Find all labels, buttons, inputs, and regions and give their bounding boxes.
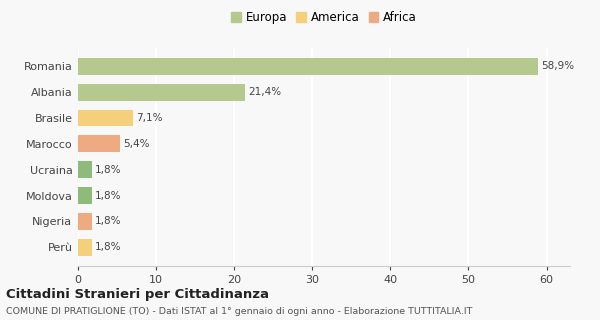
Text: 1,8%: 1,8% [95, 165, 122, 175]
Bar [78, 213, 92, 230]
Text: 5,4%: 5,4% [123, 139, 150, 149]
Legend: Europa, America, Africa: Europa, America, Africa [227, 6, 421, 28]
Bar [78, 239, 92, 256]
Text: 1,8%: 1,8% [95, 242, 122, 252]
Bar [78, 161, 92, 178]
Bar [78, 135, 120, 152]
Bar [78, 58, 538, 75]
Text: Cittadini Stranieri per Cittadinanza: Cittadini Stranieri per Cittadinanza [6, 288, 269, 301]
Text: 58,9%: 58,9% [541, 61, 574, 71]
Text: 21,4%: 21,4% [248, 87, 281, 97]
Text: 7,1%: 7,1% [137, 113, 163, 123]
Bar [78, 84, 245, 100]
Text: 1,8%: 1,8% [95, 216, 122, 227]
Bar [78, 110, 133, 126]
Bar [78, 187, 92, 204]
Text: 1,8%: 1,8% [95, 191, 122, 201]
Text: COMUNE DI PRATIGLIONE (TO) - Dati ISTAT al 1° gennaio di ogni anno - Elaborazion: COMUNE DI PRATIGLIONE (TO) - Dati ISTAT … [6, 307, 472, 316]
